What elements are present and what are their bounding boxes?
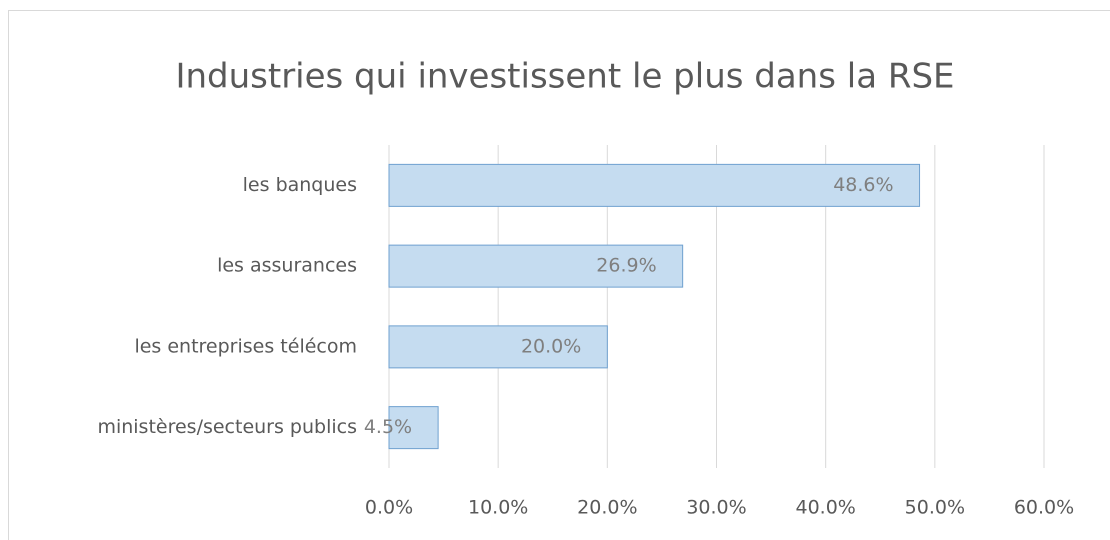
data-label: 48.6% [833,174,893,196]
x-tick-label: 30.0% [686,497,746,519]
y-tick-label: les banques [243,174,357,196]
data-label: 4.5% [364,416,412,438]
bar [388,244,684,288]
x-tick-label: 20.0% [577,497,637,519]
bar [388,325,608,369]
y-tick-label: ministères/secteurs publics [97,416,357,438]
x-tick-label: 40.0% [795,497,855,519]
y-tick-label: les assurances [217,255,357,277]
x-tick-label: 60.0% [1014,497,1074,519]
y-tick-label: les entreprises télécom [134,335,357,357]
x-tick-label: 0.0% [365,497,413,519]
x-tick-label: 10.0% [468,497,528,519]
bar [388,163,921,207]
chart-frame [8,10,1110,540]
data-label: 26.9% [596,255,656,277]
chart-title: Industries qui investissent le plus dans… [175,57,954,97]
bar [388,406,439,450]
data-label: 20.0% [521,335,581,357]
x-tick-label: 50.0% [905,497,965,519]
